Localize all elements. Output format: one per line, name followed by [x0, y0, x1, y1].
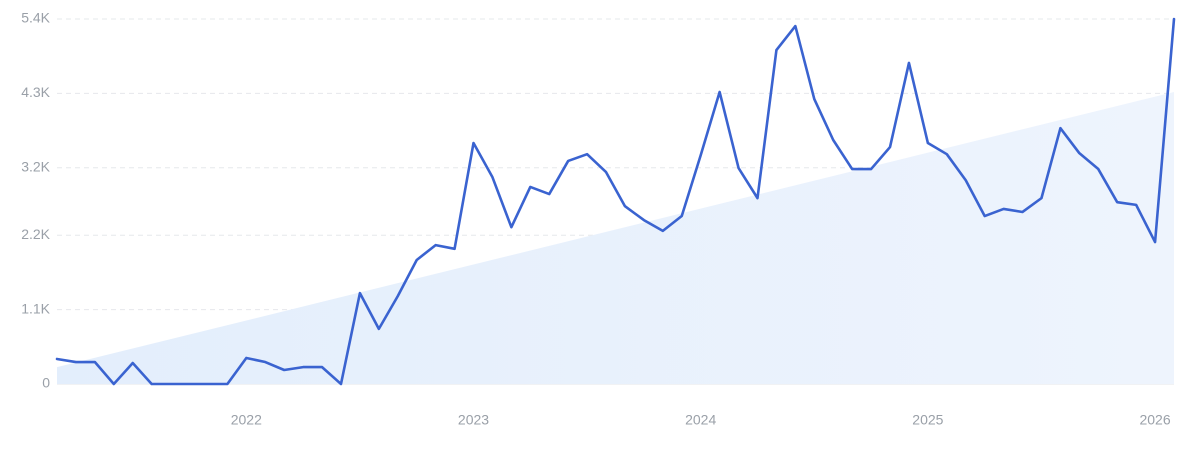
y-tick-label: 2.2K — [21, 226, 50, 242]
labels: 0 1.1K 2.2K 3.2K 4.3K 5.4K 2022 2023 2024 2025 202… — [21, 10, 1171, 428]
y-tick-label: 0 — [42, 375, 50, 391]
x-tick-label: 2023 — [458, 412, 489, 428]
trend-area — [57, 92, 1174, 384]
y-tick-label: 1.1K — [21, 300, 50, 316]
line-group — [55, 17, 1176, 386]
x-tick-label: 2025 — [912, 412, 943, 428]
x-tick-label: 2022 — [231, 412, 262, 428]
y-tick-label: 3.2K — [21, 158, 50, 174]
x-tick-label: 2024 — [685, 412, 716, 428]
data-line — [55, 17, 1176, 386]
y-tick-label: 5.4K — [21, 10, 50, 26]
x-tick-label: 2026 — [1139, 412, 1170, 428]
trend-area-group — [57, 92, 1174, 384]
y-tick-label: 4.3K — [21, 84, 50, 100]
